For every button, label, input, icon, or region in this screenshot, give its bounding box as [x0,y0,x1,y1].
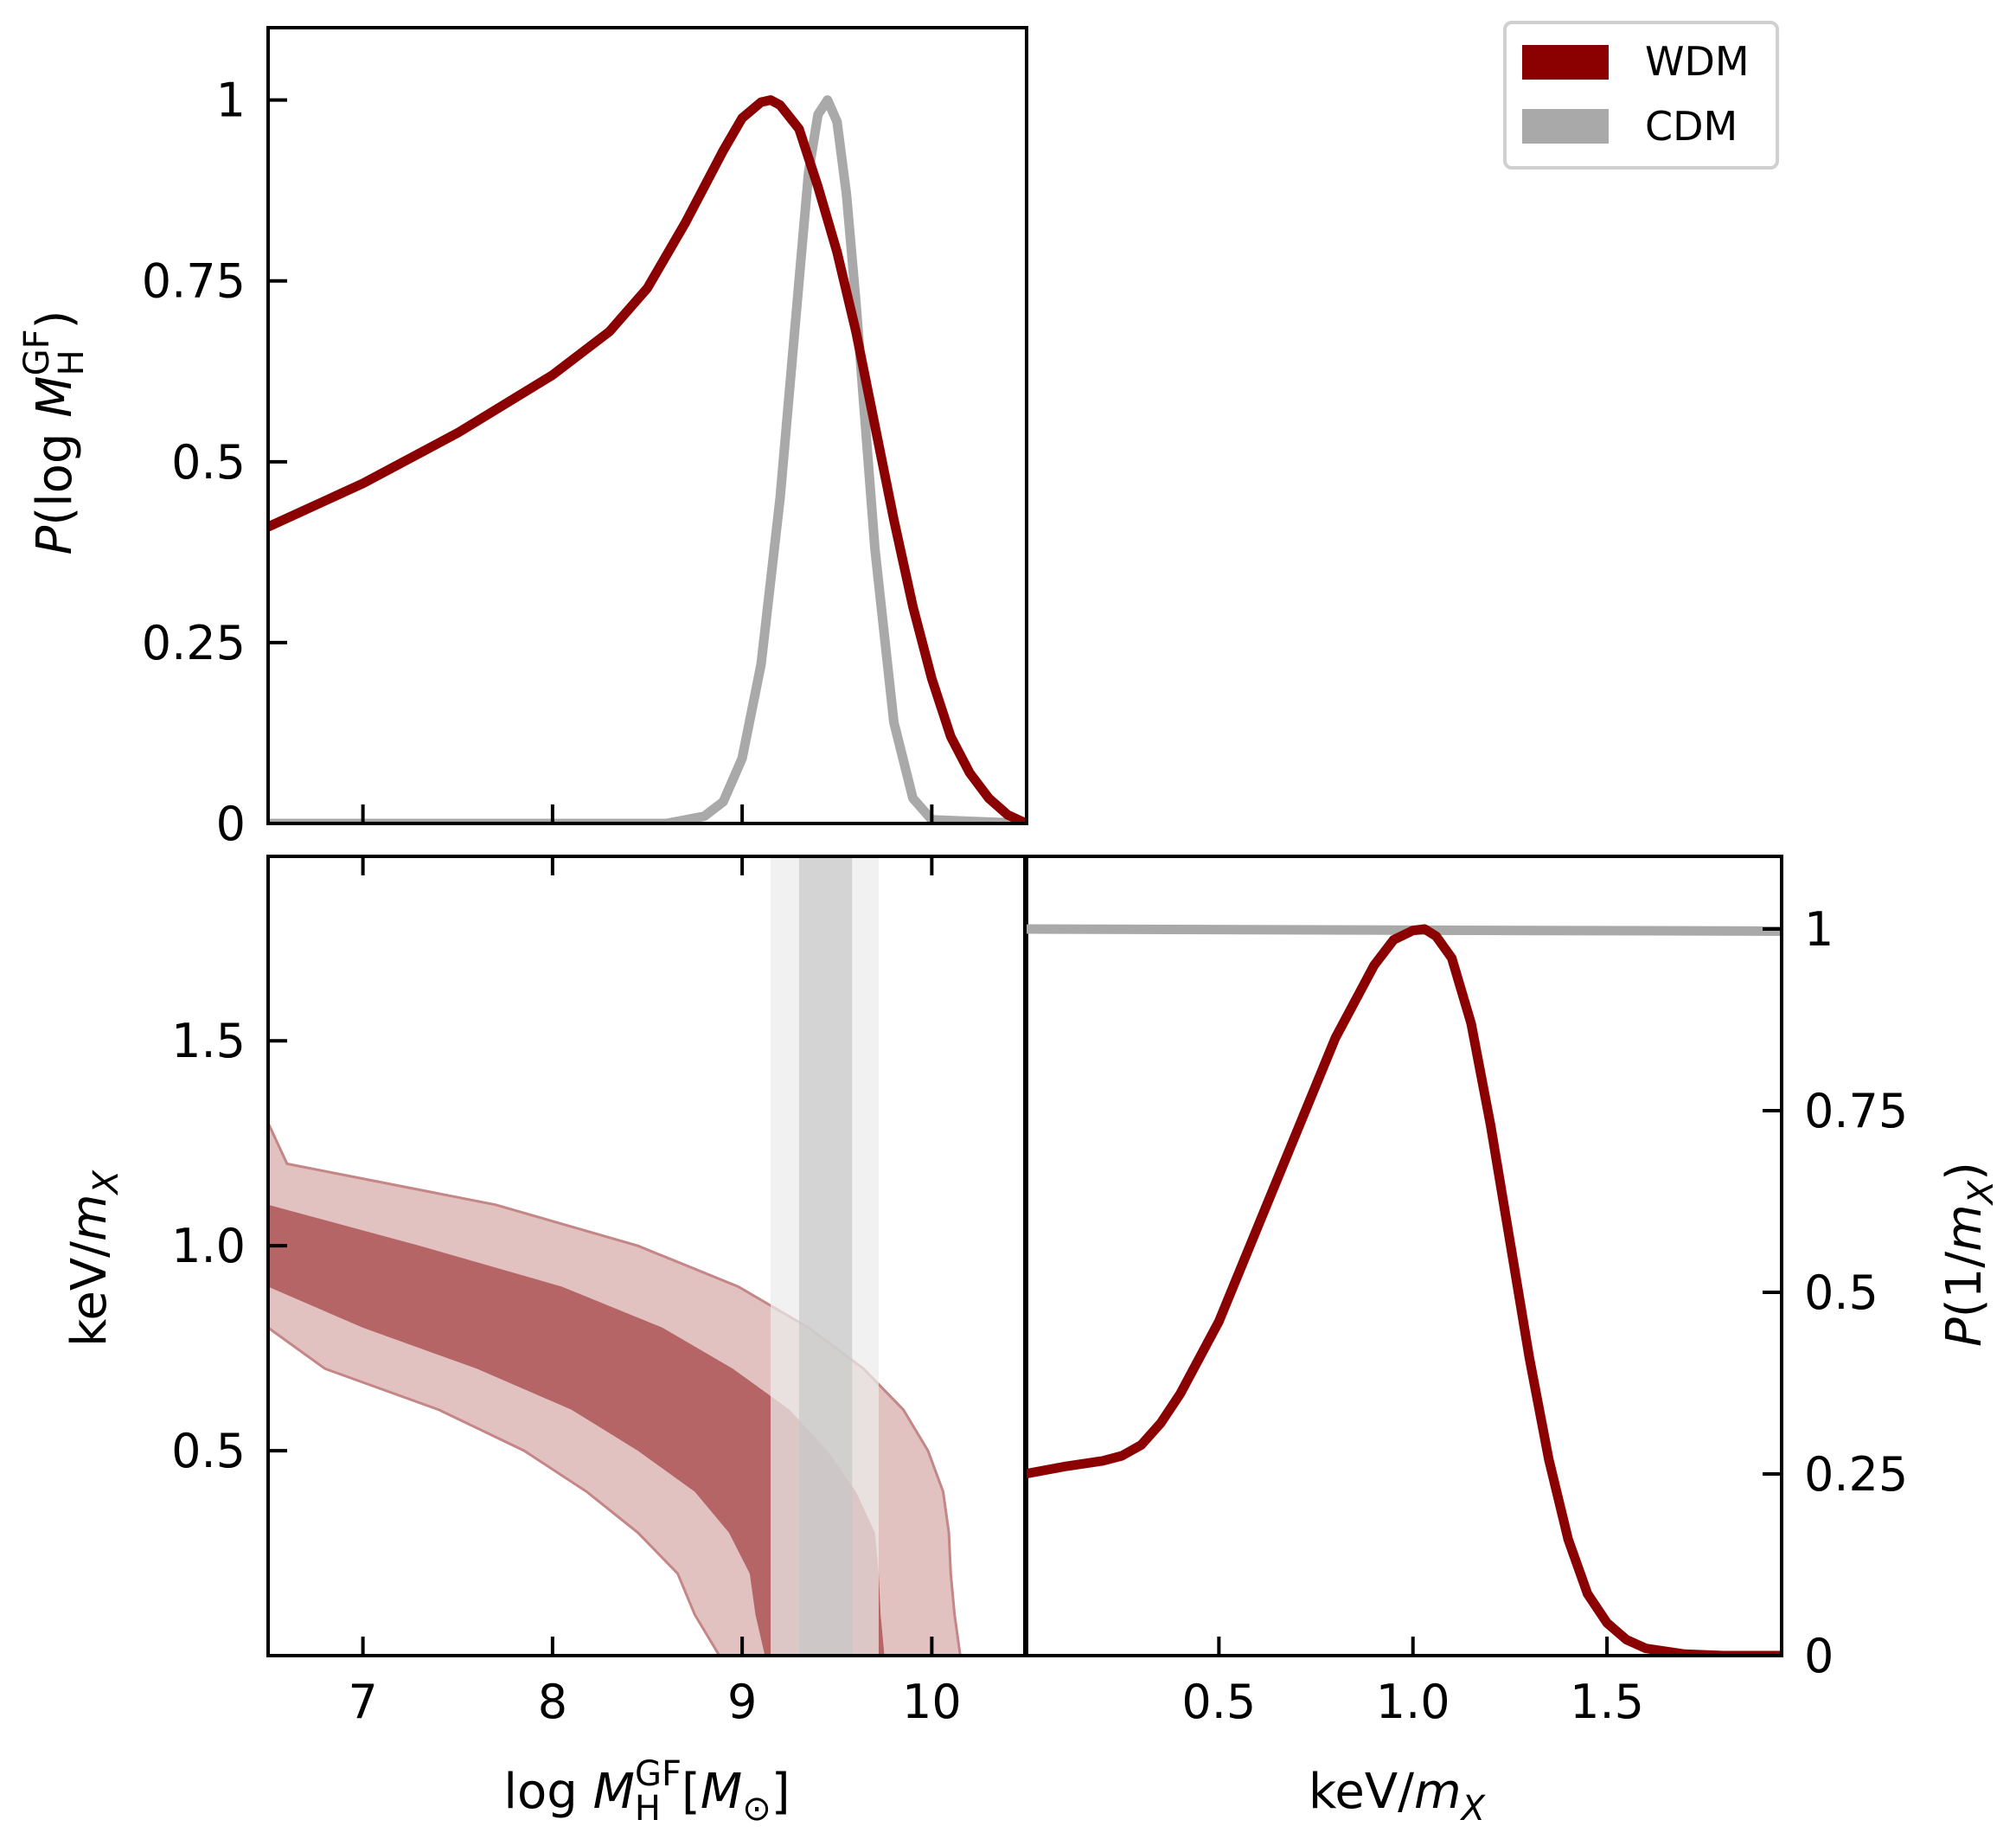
tl-y-tick-label: 0 [216,797,246,851]
bl-x-tick-label: 8 [538,1675,567,1729]
tl-y-tick-label: 0.75 [142,254,246,309]
tl-y-tick-label: 0.5 [171,435,246,490]
legend-swatch-wdm [1522,45,1609,80]
panel-bottom-right: 0.5 1.0 1.5 0 0.25 0.5 0.75 1 P(1/mX) keV/mX [1023,855,2001,1829]
br-y-tick-label: 1 [1804,902,1834,957]
bl-y-axis-label: keV/mX [61,1169,126,1347]
br-plot-area [1025,924,1782,1656]
bl-x-tick-label: 10 [902,1675,962,1729]
legend-label-wdm: WDM [1645,38,1750,85]
bl-x-tick-label: 9 [727,1675,757,1729]
bl-plot-area [268,856,962,1656]
bl-y-ticks: 0.5 1.0 1.5 [171,1014,287,1478]
br-frame [1023,855,1783,1657]
panel-bottom-left: 7 8 9 10 0.5 1.0 1.5 keV/mX log MHGF[M⊙] [61,855,1028,1829]
br-x-ticks: 0.5 1.0 1.5 [1181,1637,1644,1729]
br-y-tick-label: 0.25 [1804,1447,1908,1502]
br-x-tick-label: 0.5 [1181,1675,1256,1729]
br-wdm-line [1025,924,1782,1656]
panel-top-left: 0 0.25 0.5 0.75 1 P(log MHGF) [17,26,1028,851]
tl-x-ticks [361,804,934,823]
br-y-axis-label: P(1/mX) [1936,1162,2001,1347]
br-y-tick-label: 0.5 [1804,1266,1878,1320]
br-x-tick-label: 1.5 [1570,1675,1644,1729]
legend-item-cdm: CDM [1522,103,1738,150]
bl-x-tick-label: 7 [348,1675,377,1729]
legend: WDM CDM [1503,21,1779,170]
tl-y-axis-label: P(log MHGF) [17,310,92,554]
legend-label-cdm: CDM [1645,103,1738,150]
tl-wdm-line [268,95,1027,823]
tl-y-tick-label: 1 [216,74,246,128]
legend-item-wdm: WDM [1522,38,1750,85]
bl-y-tick-label: 1.0 [171,1219,246,1273]
br-x-tick-label: 1.0 [1376,1675,1450,1729]
tl-frame [266,26,1028,825]
br-y-tick-label: 0 [1804,1629,1834,1683]
tl-y-tick-label: 0.25 [142,616,246,670]
tl-plot-area [268,95,1027,823]
bl-y-tick-label: 0.5 [171,1424,246,1478]
br-x-axis-label: keV/mX [1309,1764,1487,1829]
br-y-tick-label: 0.75 [1804,1084,1908,1138]
tl-cdm-line [268,95,1027,823]
bl-x-axis-label: log MHGF[M⊙] [503,1754,790,1829]
bl-wdm-inner-band [268,856,885,1656]
bl-y-tick-label: 1.5 [171,1014,246,1068]
bl-x-ticks: 7 8 9 10 [348,856,962,1729]
br-y-ticks: 0 0.25 0.5 0.75 1 [1763,902,1908,1683]
legend-swatch-cdm [1522,109,1609,144]
tl-y-ticks: 0 0.25 0.5 0.75 1 [142,74,287,851]
bl-cdm-inner-band [798,856,853,1656]
